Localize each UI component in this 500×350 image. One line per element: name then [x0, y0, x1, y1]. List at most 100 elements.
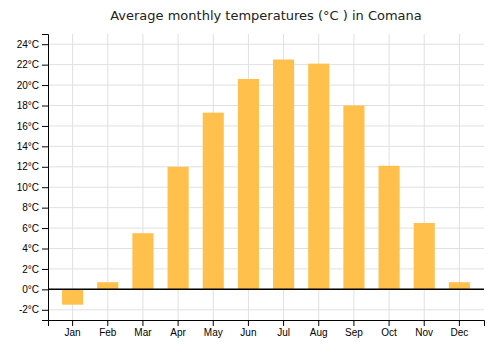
y-grid-line [48, 309, 484, 310]
y-grid-line [48, 187, 484, 188]
y-tick: 14°C [17, 141, 48, 152]
x-tick-label: Dec [450, 327, 468, 338]
x-tick: May [204, 320, 223, 338]
y-tick: 0°C [22, 284, 48, 295]
x-tick-label: Aug [310, 327, 328, 338]
y-tick-label: 0°C [22, 284, 39, 295]
bar [62, 289, 83, 304]
x-tick-mark [107, 320, 108, 326]
chart: -2°C0°C2°C4°C6°C8°C10°C12°C14°C16°C18°C2… [0, 0, 500, 350]
y-axis: -2°C0°C2°C4°C6°C8°C10°C12°C14°C16°C18°C2… [17, 35, 49, 321]
x-tick: Dec [450, 320, 468, 338]
y-tick: 18°C [17, 100, 48, 111]
zero-line [48, 289, 484, 291]
x-tick-mark [213, 320, 214, 326]
y-grid-line [48, 64, 484, 65]
y-tick: 22°C [17, 59, 48, 70]
y-tick-mark [42, 228, 48, 229]
bar [238, 79, 259, 289]
title: Average monthly temperatures (°C ) in Co… [110, 8, 422, 23]
y-grid-line [48, 166, 484, 167]
y-tick-label: 14°C [17, 141, 39, 152]
y-tick-label: 20°C [17, 80, 39, 91]
y-tick-mark [42, 289, 48, 290]
y-tick: 10°C [17, 182, 48, 193]
y-tick-label: 12°C [17, 161, 39, 172]
bar [343, 106, 364, 290]
y-grid-line [48, 146, 484, 147]
y-tick-mark [42, 167, 48, 168]
x-tick-mark [424, 320, 425, 326]
x-tick-mark [318, 320, 319, 326]
x-tick: Nov [415, 320, 433, 338]
y-tick: -2°C [19, 304, 48, 315]
y-grid-line [48, 289, 484, 290]
y-tick-label: -2°C [19, 304, 39, 315]
x-tick-mark [389, 320, 390, 326]
x-tick: Oct [381, 320, 397, 338]
y-tick: 8°C [22, 202, 48, 213]
y-tick-label: 2°C [22, 264, 39, 275]
plot: -2°C0°C2°C4°C6°C8°C10°C12°C14°C16°C18°C2… [17, 34, 485, 338]
x-tick-label: Nov [415, 327, 433, 338]
y-tick-mark [42, 310, 48, 311]
y-tick-mark [42, 44, 48, 45]
y-axis-line [42, 35, 49, 321]
grid [48, 34, 484, 320]
x-tick-label: Jan [65, 327, 81, 338]
y-tick: 24°C [17, 39, 48, 50]
x-tick: Feb [99, 320, 117, 338]
y-grid-line [48, 125, 484, 126]
x-tick-mark [248, 320, 249, 326]
y-tick-label: 4°C [22, 243, 39, 254]
x-tick: Mar [134, 320, 152, 338]
bar [379, 166, 400, 290]
x-tick-label: Feb [99, 327, 117, 338]
y-tick: 4°C [22, 243, 48, 254]
y-tick-mark [42, 187, 48, 188]
y-tick-label: 8°C [22, 202, 39, 213]
y-grid-line [48, 44, 484, 45]
bar [97, 282, 118, 289]
x-tick-label: Mar [134, 327, 152, 338]
y-tick-label: 10°C [17, 182, 39, 193]
x-tick-mark [353, 320, 354, 326]
bars [62, 60, 470, 305]
y-tick-label: 16°C [17, 121, 39, 132]
y-tick-mark [42, 65, 48, 66]
x-tick-label: May [204, 327, 223, 338]
x-tick-label: Sep [345, 327, 363, 338]
x-tick: Apr [170, 320, 186, 338]
y-tick-label: 24°C [17, 39, 39, 50]
x-axis-line [49, 321, 485, 327]
x-grid-line [107, 34, 108, 320]
y-tick: 16°C [17, 121, 48, 132]
y-grid-line [48, 105, 484, 106]
bar [414, 223, 435, 289]
x-tick-label: Oct [381, 327, 397, 338]
x-tick-mark [142, 320, 143, 326]
bar [132, 233, 153, 289]
y-tick: 12°C [17, 161, 48, 172]
y-tick-mark [42, 269, 48, 270]
x-axis: Jan Feb Mar Apr May Jun Jul Aug Sep Oct Nov Dec [49, 320, 485, 338]
y-tick: 2°C [22, 264, 48, 275]
bar [273, 60, 294, 290]
x-tick-label: Jun [240, 327, 256, 338]
bar [449, 282, 470, 289]
x-tick: Jun [240, 320, 256, 338]
x-grid-line [72, 34, 73, 320]
bar [203, 113, 224, 290]
bar [168, 167, 189, 290]
x-tick: Jan [65, 320, 81, 338]
x-tick-mark [72, 320, 73, 326]
y-tick-mark [42, 249, 48, 250]
y-grid-line [48, 207, 484, 208]
y-tick-mark [42, 126, 48, 127]
bar [308, 64, 329, 290]
x-tick: Sep [345, 320, 363, 338]
y-tick-mark [42, 106, 48, 107]
x-grid-line [459, 34, 460, 320]
y-tick: 20°C [17, 80, 48, 91]
x-tick: Jul [277, 320, 290, 338]
